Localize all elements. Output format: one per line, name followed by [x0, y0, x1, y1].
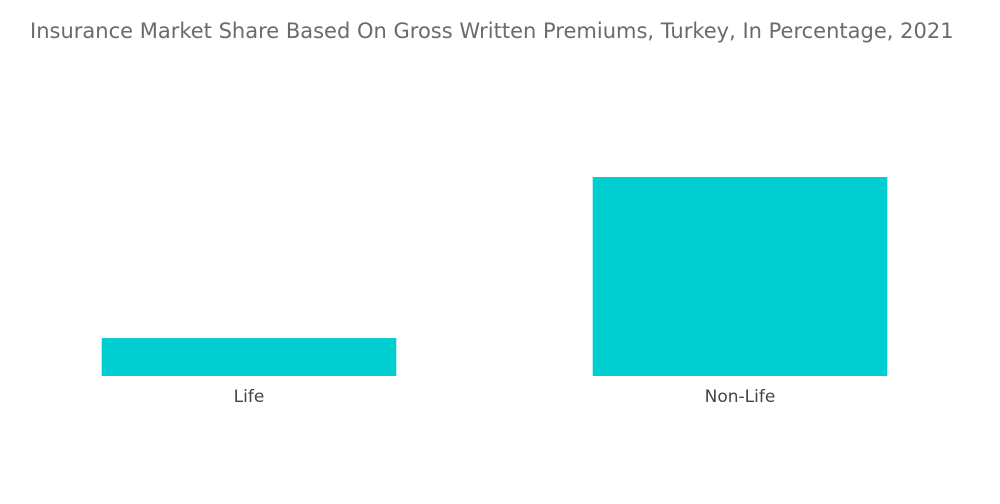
- bar: [592, 177, 888, 376]
- x-tick-label: Life: [234, 387, 265, 407]
- chart-title: Insurance Market Share Based On Gross Wr…: [30, 19, 954, 43]
- x-tick-label: Non-Life: [705, 387, 776, 407]
- bar: [101, 338, 397, 376]
